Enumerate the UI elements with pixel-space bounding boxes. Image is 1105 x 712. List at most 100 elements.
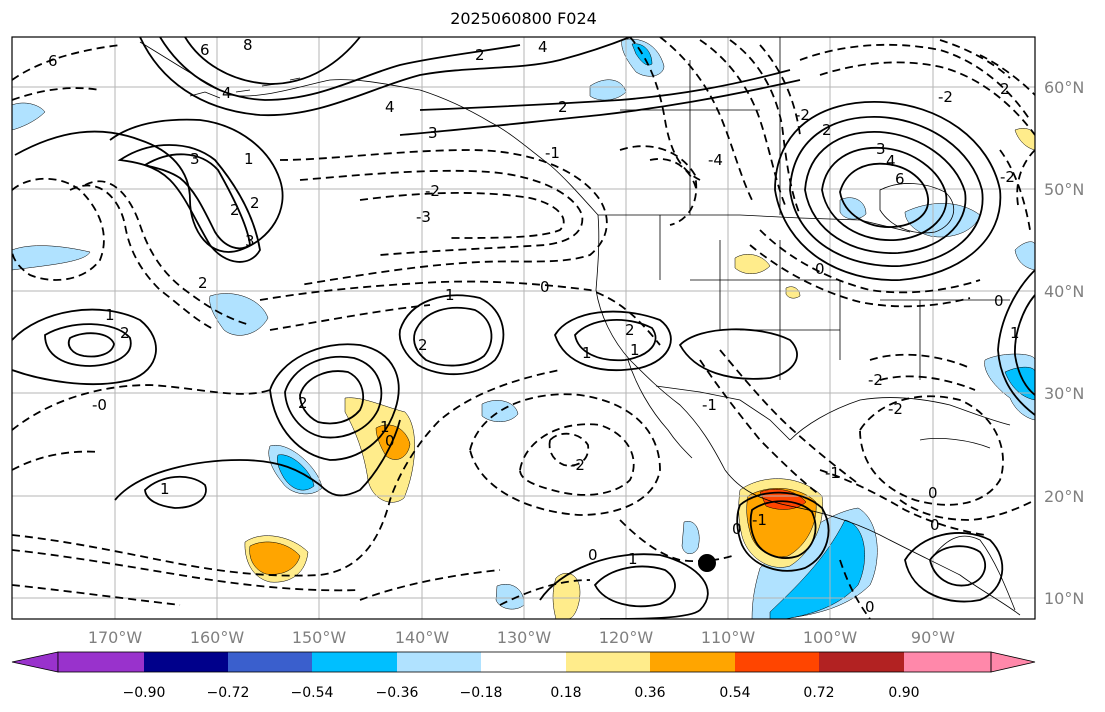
shade-light-blue — [209, 293, 269, 336]
contour-line — [67, 332, 115, 358]
lon-label: 100°W — [803, 628, 858, 647]
lon-label: 140°W — [395, 628, 450, 647]
contour-label: 6 — [200, 41, 210, 59]
contour-label: -4 — [708, 151, 723, 169]
shade-yellow — [734, 254, 771, 274]
colorbar-segment — [397, 652, 481, 672]
shade-yellow — [785, 286, 801, 299]
contour-line — [12, 87, 101, 101]
contour-line — [1016, 149, 1035, 206]
contour-label: 1 — [628, 550, 638, 568]
mexico-coast — [724, 469, 1021, 616]
contour-line — [789, 116, 984, 267]
contour-line — [548, 432, 590, 467]
contour-label: -1 — [702, 396, 717, 414]
contour-label: 4 — [222, 84, 232, 102]
colorbar-segment — [735, 652, 819, 672]
contours-negative — [12, 37, 1035, 619]
us-canada-border — [598, 214, 911, 233]
colorbar-segment — [481, 652, 566, 672]
lon-label: 90°W — [911, 628, 955, 647]
state-borders — [659, 215, 1010, 380]
contour-line — [139, 37, 631, 117]
contour-line — [759, 229, 981, 294]
contour-line — [749, 500, 817, 559]
lat-label: 10°N — [1044, 589, 1084, 608]
lat-label: 50°N — [1044, 180, 1084, 199]
contour-label: 1 — [582, 344, 592, 362]
contour-line — [774, 101, 1002, 281]
contour-line — [979, 54, 1035, 96]
contour-label: 2 — [298, 394, 308, 412]
lon-label: 130°W — [497, 628, 552, 647]
contour-line — [279, 149, 608, 286]
contour-label: 1 — [630, 341, 640, 359]
contour-line — [519, 423, 635, 496]
contour-label: -0 — [92, 396, 107, 414]
contour-label: 0 — [865, 598, 875, 616]
contour-label: 1 — [105, 306, 115, 324]
contour-line — [719, 349, 861, 486]
contour-line — [629, 37, 701, 181]
contour-labels: 6 8 4 2 2 4 6 4 3 2 3 1 2 3 2 1 2 -3 -2 … — [48, 36, 1020, 616]
contour-line — [997, 269, 1035, 416]
contour-label: -1 — [825, 464, 840, 482]
contour-line — [799, 43, 1031, 121]
map-frame — [11, 36, 1036, 620]
contour-line — [144, 475, 207, 509]
shade-light-blue — [904, 203, 981, 238]
contour-label: -2 — [795, 106, 810, 124]
contour-line — [839, 162, 929, 228]
contour-label: 0 — [815, 260, 825, 278]
us-mexico-border — [655, 385, 791, 441]
contour-line — [678, 328, 798, 380]
contour-label: 2 — [822, 121, 832, 139]
contour-label: 2 — [1000, 80, 1010, 98]
contour-label: -2 — [570, 456, 585, 474]
contour-line — [299, 169, 584, 256]
colorbar-segment — [312, 652, 397, 672]
lon-label: 150°W — [292, 628, 347, 647]
colorbar-ticks: −0.90 −0.72 −0.54 −0.36 −0.18 0.18 0.36 … — [123, 685, 920, 701]
contour-label: -2 — [425, 182, 440, 200]
contour-label: 2 — [625, 321, 635, 339]
contour-line — [114, 419, 401, 501]
contour-line — [499, 579, 591, 606]
contour-line — [749, 244, 971, 308]
shaded-regions — [12, 38, 1035, 619]
contour-line — [12, 177, 105, 281]
contour-label: -2 — [868, 371, 883, 389]
contour-line — [821, 146, 948, 241]
contour-line — [879, 375, 976, 391]
colorbar-tick: −0.36 — [376, 685, 419, 701]
contour-line — [699, 359, 821, 496]
contour-line — [259, 280, 661, 346]
colorbar-segment — [650, 652, 735, 672]
contour-label: 2 — [230, 201, 240, 219]
hudson-bay — [879, 183, 955, 234]
graticule — [12, 37, 1035, 619]
chart-title: 2025060800 F024 — [450, 9, 597, 28]
contour-label: 3 — [876, 140, 886, 158]
lon-label: 160°W — [190, 628, 245, 647]
shade-light-blue — [481, 400, 519, 422]
contour-line — [649, 158, 697, 189]
contour-label: 0 — [385, 432, 395, 450]
contour-label: 1 — [160, 480, 170, 498]
contour-line — [619, 519, 736, 563]
colorbar-frame — [57, 651, 992, 673]
contour-label: -3 — [416, 208, 431, 226]
central-america — [929, 535, 1016, 611]
colorbar-segment — [566, 652, 650, 672]
contour-line — [398, 294, 505, 376]
cuba — [919, 438, 991, 449]
contour-line — [819, 469, 986, 536]
contour-label: 1 — [244, 150, 254, 168]
contour-label: 0 — [732, 520, 742, 538]
contour-label: 2 — [475, 46, 485, 64]
coastlines — [139, 37, 1021, 616]
contour-line — [184, 37, 361, 85]
contour-label: 2 — [250, 194, 260, 212]
colorbar-tick: 0.72 — [803, 685, 834, 701]
contour-line — [359, 192, 565, 239]
